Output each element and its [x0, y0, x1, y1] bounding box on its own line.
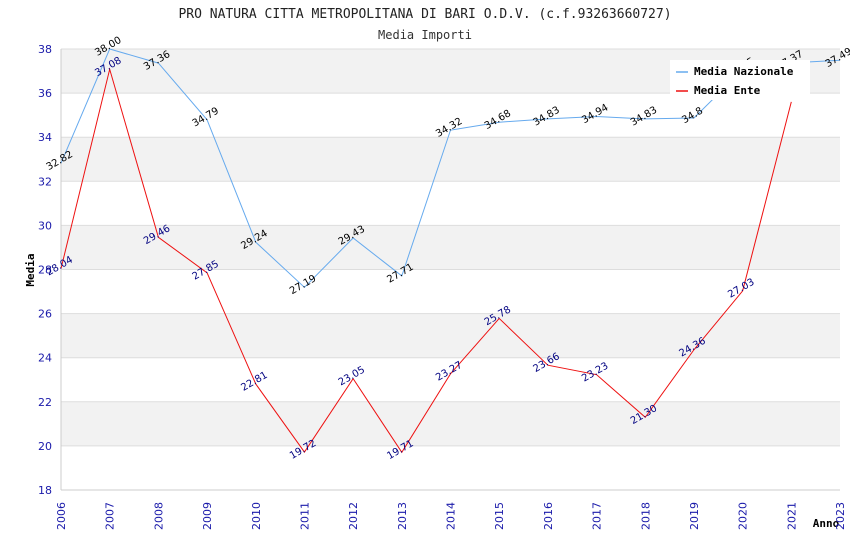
x-tick-label: 2012	[347, 502, 360, 530]
series-line-nazionale	[60, 48, 841, 289]
y-tick-label: 34	[38, 131, 52, 144]
y-tick-label: 28	[38, 264, 52, 277]
grid-band	[61, 137, 840, 182]
legend-label-nazionale: Media Nazionale	[694, 65, 794, 78]
x-tick-label: 2020	[737, 502, 750, 530]
y-tick-label: 32	[38, 175, 52, 188]
grid-band	[61, 445, 840, 490]
y-tick-label: 26	[38, 308, 52, 321]
y-tick-label: 24	[38, 352, 52, 365]
y-axis-ticks: 18 20 22 24 26 28 30 32 34 36 38	[38, 43, 52, 497]
legend-label-ente: Media Ente	[694, 84, 761, 97]
chart-title: PRO NATURA CITTA METROPOLITANA DI BARI O…	[178, 7, 671, 22]
y-tick-label: 38	[38, 43, 52, 56]
x-tick-label: 2018	[639, 502, 652, 530]
x-tick-label: 2007	[104, 502, 117, 530]
grid-band	[61, 357, 840, 402]
gridlines	[60, 48, 840, 491]
series-line-ente	[60, 67, 792, 454]
grid-bands	[61, 49, 840, 490]
x-tick-label: 2021	[785, 502, 798, 530]
x-axis-ticks: 2006 2007 2008 2009 2010 2011 2012 2013 2014 2015…	[55, 502, 847, 530]
x-tick-label: 2016	[542, 502, 555, 530]
y-tick-label: 30	[38, 219, 52, 232]
x-tick-label: 2023	[834, 502, 847, 530]
chart-subtitle: Media Importi	[378, 28, 472, 42]
legend-box	[670, 60, 810, 100]
x-tick-label: 2008	[152, 502, 165, 530]
y-tick-label: 36	[38, 87, 52, 100]
grid-band	[61, 181, 840, 226]
x-tick-label: 2009	[201, 502, 214, 530]
x-tick-label: 2013	[396, 502, 409, 530]
grid-band	[61, 401, 840, 446]
grid-band	[61, 269, 840, 314]
y-tick-label: 18	[38, 484, 52, 497]
x-tick-label: 2019	[688, 502, 701, 530]
x-tick-label: 2006	[55, 502, 68, 530]
y-axis-label: Media	[24, 253, 37, 286]
grid-band	[61, 313, 840, 358]
x-tick-label: 2015	[493, 502, 506, 530]
x-tick-label: 2010	[250, 502, 263, 530]
legend: Media Nazionale Media Ente	[670, 60, 810, 100]
x-tick-label: 2011	[298, 502, 311, 530]
y-tick-label: 22	[38, 396, 52, 409]
x-tick-label: 2017	[591, 502, 604, 530]
grid-band	[61, 225, 840, 270]
y-tick-label: 20	[38, 440, 52, 453]
x-tick-label: 2014	[445, 502, 458, 530]
x-axis-label: Anno	[813, 517, 840, 530]
series-lines	[60, 48, 841, 454]
